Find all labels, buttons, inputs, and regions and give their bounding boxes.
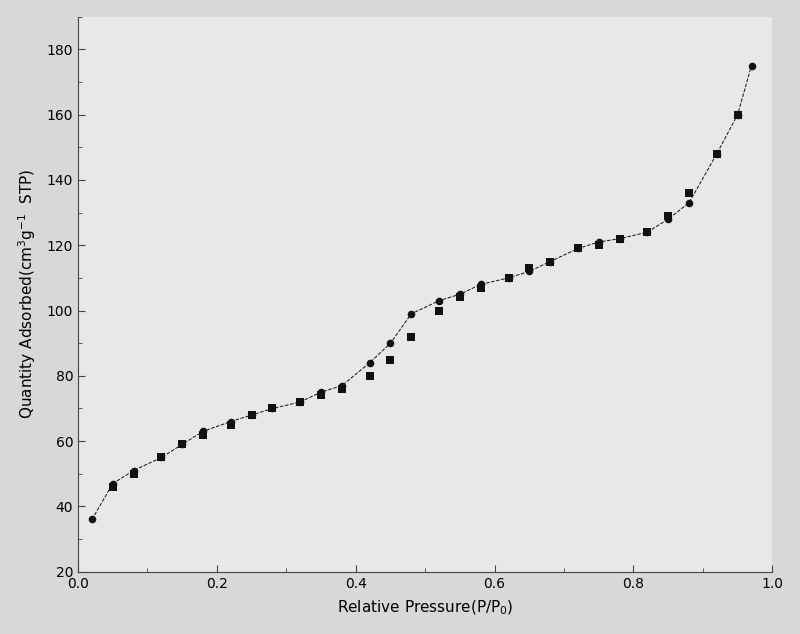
Point <box>502 273 515 283</box>
Point <box>682 188 695 198</box>
Point <box>523 263 536 273</box>
Point <box>544 257 557 267</box>
Point <box>384 338 397 348</box>
Point <box>710 149 723 159</box>
Point <box>106 482 119 492</box>
Point <box>314 387 327 398</box>
Point <box>127 465 140 476</box>
Point <box>314 391 327 401</box>
Point <box>454 292 466 302</box>
Point <box>474 280 487 290</box>
Point <box>641 227 654 237</box>
Point <box>571 243 584 254</box>
Point <box>335 384 348 394</box>
Point <box>384 354 397 365</box>
Point <box>731 110 744 120</box>
Point <box>155 453 168 463</box>
Point <box>613 233 626 243</box>
Point <box>745 61 758 71</box>
Point <box>266 403 279 413</box>
Point <box>613 233 626 243</box>
Point <box>433 306 446 316</box>
Point <box>335 380 348 391</box>
Point <box>592 237 605 247</box>
Point <box>294 397 306 407</box>
Point <box>454 289 466 299</box>
Point <box>523 266 536 276</box>
Point <box>544 257 557 267</box>
Point <box>474 283 487 293</box>
Y-axis label: Quantity Adsorbed(cm$^3$g$^{-1}$  STP): Quantity Adsorbed(cm$^3$g$^{-1}$ STP) <box>17 169 38 419</box>
X-axis label: Relative Pressure(P/P$_0$): Relative Pressure(P/P$_0$) <box>337 599 514 618</box>
Point <box>433 295 446 306</box>
Point <box>106 479 119 489</box>
Point <box>363 358 376 368</box>
Point <box>502 273 515 283</box>
Point <box>731 110 744 120</box>
Point <box>197 429 210 439</box>
Point <box>225 420 238 430</box>
Point <box>682 198 695 208</box>
Point <box>710 149 723 159</box>
Point <box>127 469 140 479</box>
Point <box>176 439 189 450</box>
Point <box>176 439 189 450</box>
Point <box>641 227 654 237</box>
Point <box>405 332 418 342</box>
Point <box>405 309 418 319</box>
Point <box>592 240 605 250</box>
Point <box>363 371 376 381</box>
Point <box>294 397 306 407</box>
Point <box>225 417 238 427</box>
Point <box>197 426 210 436</box>
Point <box>86 514 98 524</box>
Point <box>266 403 279 413</box>
Point <box>246 410 258 420</box>
Point <box>662 214 674 224</box>
Point <box>571 243 584 254</box>
Point <box>155 453 168 463</box>
Point <box>246 410 258 420</box>
Point <box>662 210 674 221</box>
